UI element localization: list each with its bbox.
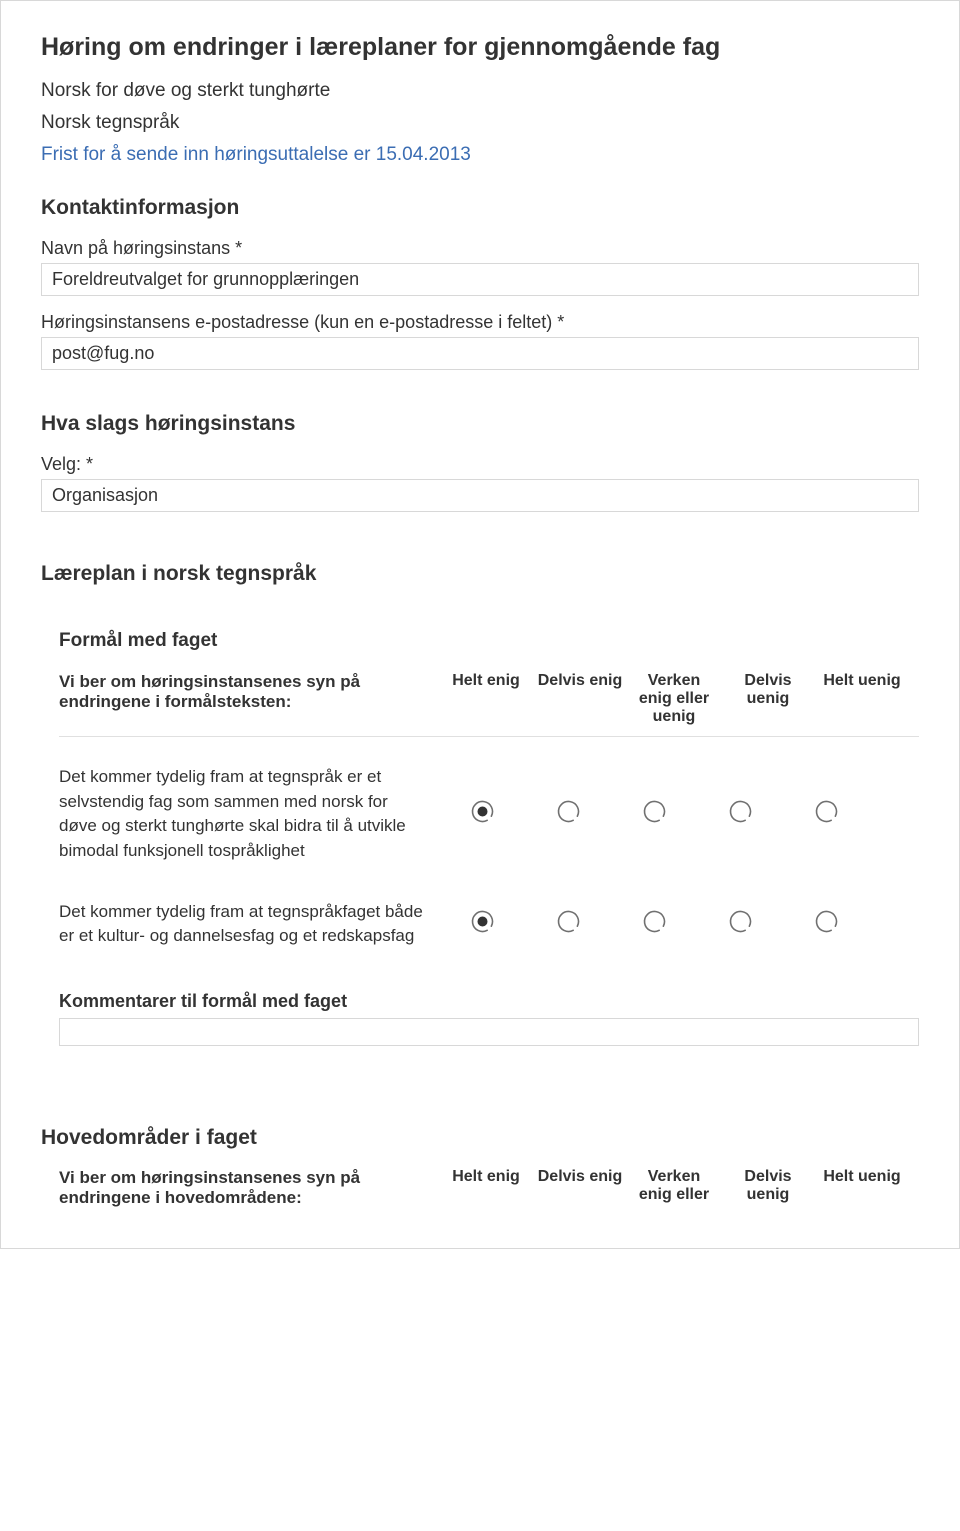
- areas-likert: Vi ber om høringsinstansenes syn på endr…: [41, 1168, 919, 1208]
- likert-radio[interactable]: [525, 909, 611, 939]
- inner-content: Høring om endringer i læreplaner for gje…: [41, 31, 919, 1208]
- likert-question-text: Det kommer tydelig fram at tegnspråk er …: [59, 765, 439, 864]
- deadline-text: Frist for å sende inn høringsuttalelse e…: [41, 144, 919, 166]
- likert-option-header: Verken enig eller uenig: [627, 672, 721, 726]
- likert-radio[interactable]: [439, 909, 525, 939]
- likert-option-header: Delvis uenig: [721, 672, 815, 708]
- likert-option-header: Helt enig: [439, 672, 533, 690]
- kind-heading: Hva slags høringsinstans: [41, 412, 919, 436]
- contact-email-label: Høringsinstansens e-postadresse (kun en …: [41, 312, 919, 333]
- likert-radio[interactable]: [697, 909, 783, 939]
- contact-name-label: Navn på høringsinstans *: [41, 238, 919, 259]
- likert-header-row: Vi ber om høringsinstansenes syn på endr…: [59, 1168, 919, 1208]
- plan-heading: Læreplan i norsk tegnspråk: [41, 562, 919, 586]
- kind-select-field[interactable]: Organisasjon: [41, 479, 919, 512]
- contact-heading: Kontaktinformasjon: [41, 196, 919, 220]
- likert-row: Det kommer tydelig fram at tegnspråk er …: [59, 741, 919, 876]
- likert-question-text: Det kommer tydelig fram at tegnspråkfage…: [59, 900, 439, 949]
- likert-option-header: Delvis enig: [533, 1168, 627, 1186]
- purpose-likert: Vi ber om høringsinstansenes syn på endr…: [41, 672, 919, 961]
- contact-name-field[interactable]: Foreldreutvalget for grunnopplæringen: [41, 263, 919, 296]
- contact-email-field[interactable]: post@fug.no: [41, 337, 919, 370]
- likert-option-header: Delvis enig: [533, 672, 627, 690]
- likert-radio[interactable]: [783, 909, 869, 939]
- likert-radio[interactable]: [611, 799, 697, 829]
- likert-option-header: Verken enig eller: [627, 1168, 721, 1204]
- likert-option-header: Helt uenig: [815, 672, 909, 690]
- likert-option-header: Helt enig: [439, 1168, 533, 1186]
- likert-option-header: Delvis uenig: [721, 1168, 815, 1204]
- likert-header-row: Vi ber om høringsinstansenes syn på endr…: [59, 672, 919, 737]
- likert-question-header: Vi ber om høringsinstansenes syn på endr…: [59, 672, 439, 712]
- likert-question-header: Vi ber om høringsinstansenes syn på endr…: [59, 1168, 439, 1208]
- likert-radio[interactable]: [525, 799, 611, 829]
- likert-radio[interactable]: [439, 799, 525, 829]
- purpose-comments-label: Kommentarer til formål med faget: [41, 991, 919, 1012]
- purpose-heading: Formål med faget: [41, 630, 919, 652]
- likert-radio[interactable]: [611, 909, 697, 939]
- likert-option-header: Helt uenig: [815, 1168, 909, 1186]
- likert-radio[interactable]: [783, 799, 869, 829]
- likert-radio[interactable]: [697, 799, 783, 829]
- likert-row: Det kommer tydelig fram at tegnspråkfage…: [59, 876, 919, 961]
- subtitle-2: Norsk tegnspråk: [41, 112, 919, 134]
- kind-select-label: Velg: *: [41, 454, 919, 475]
- page: Høring om endringer i læreplaner for gje…: [0, 0, 960, 1249]
- subtitle-1: Norsk for døve og sterkt tunghørte: [41, 80, 919, 102]
- purpose-comments-field[interactable]: [59, 1018, 919, 1046]
- page-title: Høring om endringer i læreplaner for gje…: [41, 33, 919, 62]
- areas-heading: Hovedområder i faget: [41, 1126, 919, 1150]
